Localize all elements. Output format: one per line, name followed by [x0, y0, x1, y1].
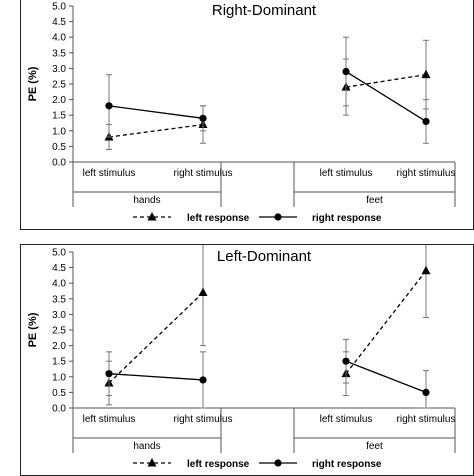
data-point-circle: [199, 376, 207, 384]
data-point-circle: [342, 357, 350, 365]
y-axis-label: PE (%): [27, 66, 39, 101]
y-tick-label: 3.0: [52, 64, 66, 75]
x-tick-label: right stimulus: [397, 414, 456, 425]
y-tick-label: 0.0: [52, 404, 66, 415]
series-line-left-response: [108, 123, 204, 138]
legend-marker-circle: [274, 213, 282, 221]
chart-left-dominant: 0.0 0.5 1.0 1.5 2.0 2.5 3.0 3.5 4.0 4.5 5.0 PE (%) L…: [27, 245, 456, 470]
legend-marker-triangle: [147, 458, 157, 467]
series-line-right-response: [345, 70, 427, 122]
y-tick-label: 1.5: [52, 111, 66, 122]
data-point-triangle: [421, 69, 431, 79]
x-group-label: hands: [133, 195, 160, 206]
data-point-circle: [342, 67, 350, 76]
x-tick-label: right stimulus: [397, 168, 456, 179]
series-line-right-response: [108, 373, 204, 381]
y-tick-label: 5.0: [52, 2, 66, 13]
x-tick-label: left stimulus: [83, 168, 136, 179]
x-group-label: hands: [133, 441, 160, 452]
y-tick-label: 4.0: [52, 279, 66, 290]
chart-title: Left-Dominant: [217, 248, 312, 265]
y-tick-label: 0.0: [52, 158, 66, 169]
data-point-circle: [105, 370, 113, 378]
y-tick-label: 2.5: [52, 326, 66, 337]
x-tick-label: right stimulus: [174, 414, 233, 425]
y-tick-label: 1.5: [52, 357, 66, 368]
chart-title: Right-Dominant: [212, 2, 317, 19]
chart-panel-left-dominant: 0.0 0.5 1.0 1.5 2.0 2.5 3.0 3.5 4.0 4.5 5.0 PE (%) L…: [20, 244, 474, 476]
series-line-left-response: [345, 270, 427, 375]
x-tick-label: right stimulus: [174, 168, 233, 179]
chart-panel-right-dominant: 0.0 0.5 1.0 1.5 2.0 2.5 3.0 3.5 4.0 4.5 5.0 PE (%) R…: [20, 0, 474, 230]
y-tick-label: 5.0: [52, 248, 66, 259]
y-tick-label: 3.5: [52, 48, 66, 59]
y-tick-label: 3.0: [52, 310, 66, 321]
data-point-triangle: [198, 287, 208, 297]
x-tick-label: left stimulus: [320, 168, 373, 179]
series-line-right-response: [345, 360, 427, 394]
series-line-left-response: [345, 73, 427, 88]
x-tick-label: left stimulus: [320, 414, 373, 425]
data-point-circle: [422, 388, 430, 396]
legend-label: right response: [312, 459, 382, 470]
legend-label: left response: [187, 213, 250, 224]
data-point-circle: [199, 114, 207, 122]
y-tick-label: 2.5: [52, 80, 66, 91]
data-point-circle: [105, 102, 113, 110]
x-group-label: feet: [366, 195, 383, 206]
x-tick-label: left stimulus: [83, 414, 136, 425]
y-tick-label: 3.5: [52, 294, 66, 305]
y-tick-label: 4.5: [52, 263, 66, 274]
y-tick-label: 0.5: [52, 388, 66, 399]
y-tick-label: 2.0: [52, 95, 66, 106]
y-tick-label: 4.5: [52, 17, 66, 28]
chart-right-dominant: 0.0 0.5 1.0 1.5 2.0 2.5 3.0 3.5 4.0 4.5 5.0 PE (%) R…: [27, 2, 456, 224]
y-axis-label: PE (%): [27, 312, 39, 347]
data-point-circle: [422, 117, 430, 126]
series-line-right-response: [108, 105, 204, 119]
series-line-left-response: [108, 292, 204, 384]
legend-label: left response: [187, 459, 250, 470]
data-point-triangle: [421, 265, 431, 275]
y-tick-label: 1.0: [52, 126, 66, 137]
y-tick-label: 2.0: [52, 341, 66, 352]
y-tick-label: 1.0: [52, 372, 66, 383]
legend-label: right response: [312, 213, 382, 224]
y-tick-label: 4.0: [52, 33, 66, 44]
x-group-label: feet: [366, 441, 383, 452]
y-tick-label: 0.5: [52, 142, 66, 153]
legend-marker-circle: [274, 459, 282, 467]
legend-marker-triangle: [147, 212, 157, 221]
